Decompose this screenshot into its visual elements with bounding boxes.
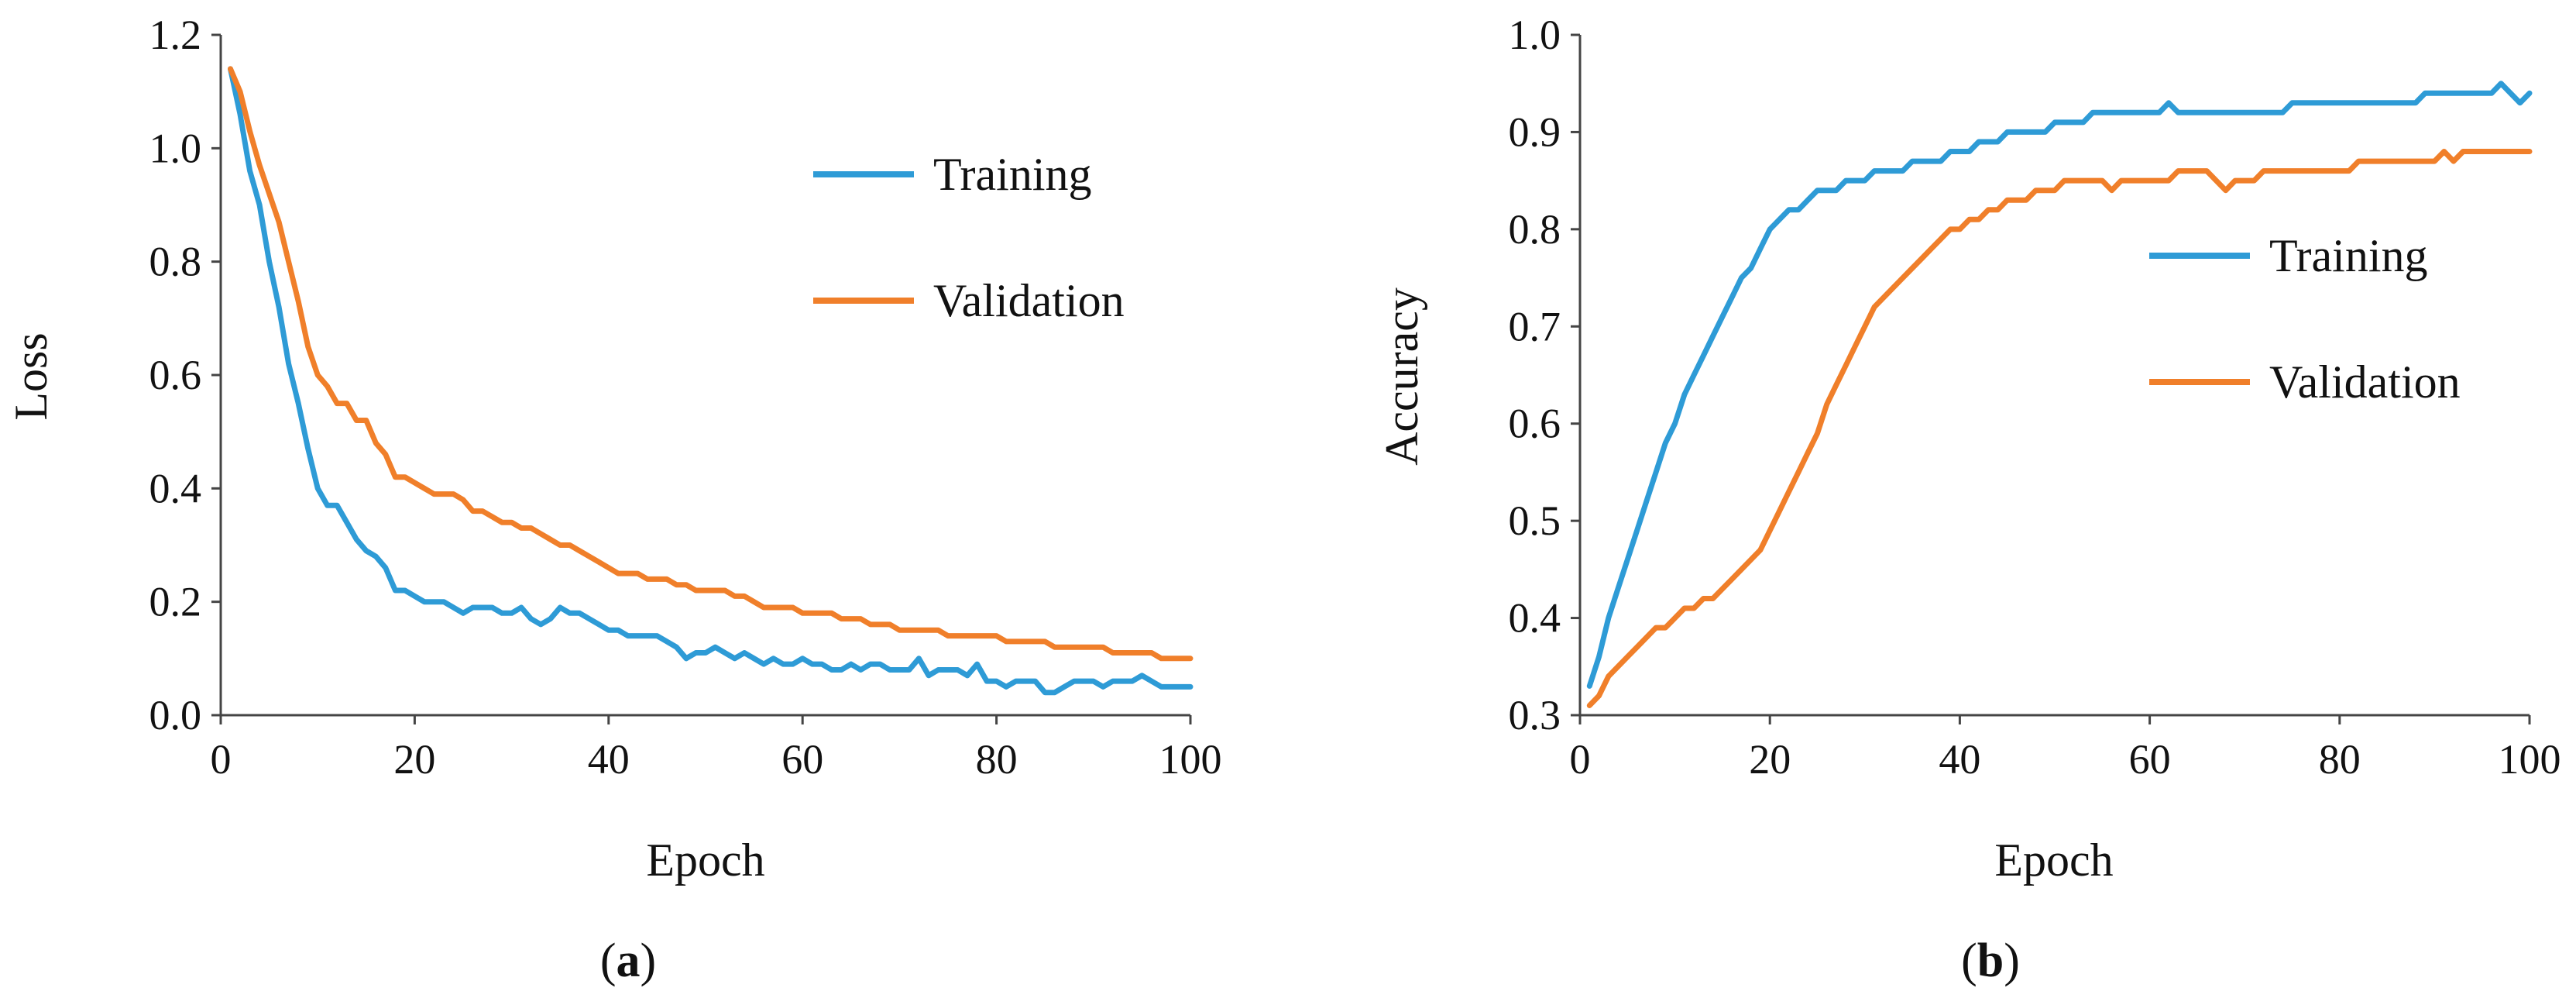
loss-chart-panel: 0.0 0.2 0.4 0.6 0.8 1.0 1.2 0 20 40 60 80 100 Epoch…	[5, 12, 1222, 987]
x-axis-label: Epoch	[646, 835, 764, 886]
y-tick-label: 1.2	[149, 12, 202, 58]
caption-letter-a: a	[617, 934, 641, 987]
x-tick-label: 20	[393, 736, 435, 783]
legend: Training Validation	[2149, 230, 2461, 408]
y-tick-label: 0.2	[149, 579, 202, 625]
y-axis-label: Accuracy	[1376, 287, 1427, 466]
x-axis-label: Epoch	[1994, 835, 2113, 886]
y-tick-label: 0.7	[1509, 303, 1561, 349]
y-tick-label: 0.9	[1509, 108, 1561, 155]
series-line-validation	[228, 66, 1194, 662]
x-ticks: 0 20 40 60 80 100	[1570, 715, 2561, 783]
y-tick-label: 1.0	[1509, 12, 1561, 58]
series-line-validation	[1586, 149, 2533, 708]
x-tick-label: 80	[976, 736, 1018, 783]
legend-label-validation: Validation	[2269, 356, 2461, 408]
series-lines	[228, 66, 1194, 696]
y-ticks: 0.0 0.2 0.4 0.6 0.8 1.0 1.2	[149, 12, 221, 738]
y-tick-label: 0.4	[1509, 595, 1561, 642]
legend: Training Validation	[813, 149, 1125, 326]
x-tick-label: 40	[588, 736, 630, 783]
panel-caption-b: (b)	[1961, 934, 2020, 987]
y-tick-label: 0.6	[149, 352, 202, 398]
accuracy-chart-panel: 0.3 0.4 0.5 0.6 0.7 0.8 0.9 1.0 0 20 40 60 80 100 Ep…	[1376, 12, 2561, 987]
x-tick-label: 0	[1570, 736, 1591, 783]
legend-label-training: Training	[933, 149, 1092, 200]
y-tick-label: 0.6	[1509, 401, 1561, 447]
x-tick-label: 60	[781, 736, 823, 783]
caption-letter-b: b	[1977, 934, 2004, 987]
y-tick-label: 1.0	[149, 125, 202, 171]
y-axis-label: Loss	[5, 332, 57, 420]
series-line-training	[1586, 81, 2533, 689]
x-tick-label: 80	[2319, 736, 2361, 783]
y-tick-label: 0.0	[149, 692, 202, 738]
y-tick-label: 0.8	[149, 239, 202, 285]
y-ticks: 0.3 0.4 0.5 0.6 0.7 0.8 0.9 1.0	[1509, 12, 1580, 738]
x-tick-label: 40	[1939, 736, 1980, 783]
x-tick-label: 20	[1749, 736, 1791, 783]
x-tick-label: 100	[2499, 736, 2561, 783]
y-tick-label: 0.5	[1509, 497, 1561, 544]
x-tick-label: 100	[1159, 736, 1222, 783]
panel-caption-a: (a)	[600, 934, 656, 987]
x-tick-label: 0	[211, 736, 232, 783]
y-tick-label: 0.8	[1509, 206, 1561, 253]
legend-label-training: Training	[2269, 230, 2428, 281]
x-tick-label: 60	[2129, 736, 2171, 783]
y-tick-label: 0.4	[149, 465, 202, 511]
x-ticks: 0 20 40 60 80 100	[211, 715, 1222, 783]
y-tick-label: 0.3	[1509, 692, 1561, 738]
series-line-training	[228, 66, 1194, 696]
series-lines	[1586, 81, 2533, 708]
legend-label-validation: Validation	[933, 275, 1125, 326]
